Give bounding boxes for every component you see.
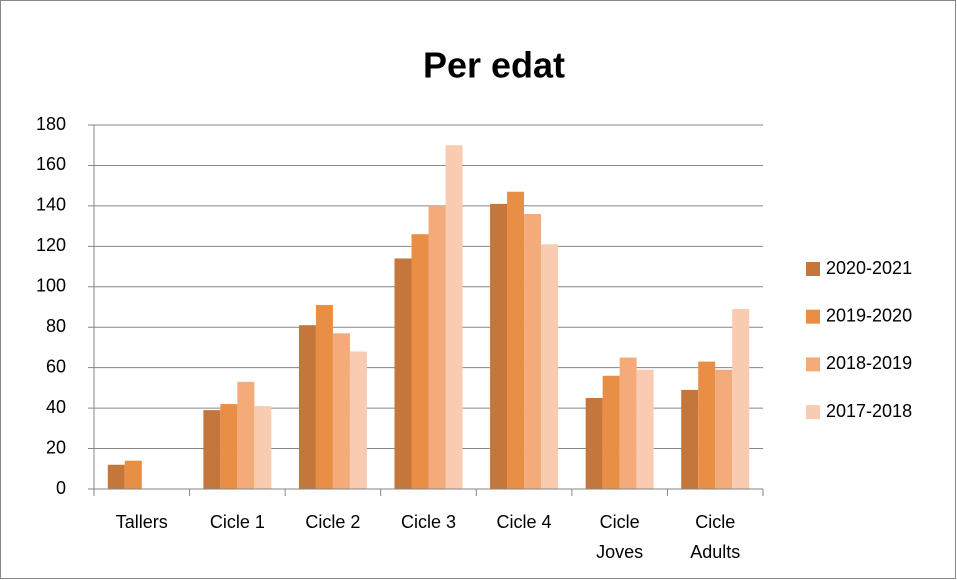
bar: [715, 369, 733, 489]
bar: [254, 406, 272, 489]
y-tick-label: 60: [46, 356, 66, 376]
y-tick-label: 160: [36, 154, 66, 174]
x-tick-label: Cicle 1: [210, 512, 265, 532]
y-tick-label: 180: [36, 114, 66, 134]
legend-swatch: [806, 357, 820, 372]
bar: [585, 398, 603, 489]
bar: [220, 404, 238, 489]
legend-swatch: [806, 262, 820, 276]
y-tick-label: 40: [46, 397, 66, 417]
bar: [349, 351, 367, 489]
legend-swatch: [806, 405, 820, 420]
y-tick-label: 140: [36, 195, 66, 215]
bar: [541, 244, 559, 489]
x-tick-label: Cicle 3: [401, 512, 456, 532]
x-tick-label: Tallers: [116, 512, 168, 532]
y-tick-label: 80: [46, 316, 66, 336]
bar: [411, 234, 429, 489]
y-tick-label: 20: [46, 437, 66, 457]
y-tick-label: 0: [56, 478, 66, 498]
legend-label: 2020-2021: [826, 258, 912, 278]
x-tick-label: Cicle 4: [497, 512, 552, 532]
x-tick-label: Cicle Joves: [596, 512, 643, 562]
bar: [602, 375, 620, 489]
bar: [636, 369, 654, 489]
bar: [428, 205, 446, 489]
bar: [507, 191, 525, 489]
bar: [394, 258, 412, 489]
bar: [619, 357, 637, 489]
y-tick-label: 120: [36, 235, 66, 255]
bar: [332, 333, 350, 489]
bar: [681, 389, 699, 489]
bar: [124, 460, 142, 489]
x-tick-label: Cicle Adults: [690, 512, 740, 562]
bar: [298, 325, 316, 489]
bar: [203, 410, 221, 489]
legend-label: 2017-2018: [826, 401, 912, 421]
chart-title: Per edat: [423, 45, 565, 86]
bar: [445, 145, 463, 489]
bar: [490, 203, 508, 489]
legend-label: 2019-2020: [826, 305, 912, 325]
bar: [732, 309, 750, 489]
bar: [107, 464, 125, 489]
legend-label: 2018-2019: [826, 353, 912, 373]
y-tick-label: 100: [36, 276, 66, 296]
bar: [237, 381, 255, 489]
legend-swatch: [806, 309, 820, 324]
bar: [315, 304, 333, 489]
x-tick-label: Cicle 2: [305, 512, 360, 532]
bar: [698, 361, 716, 489]
bar: [524, 213, 542, 489]
